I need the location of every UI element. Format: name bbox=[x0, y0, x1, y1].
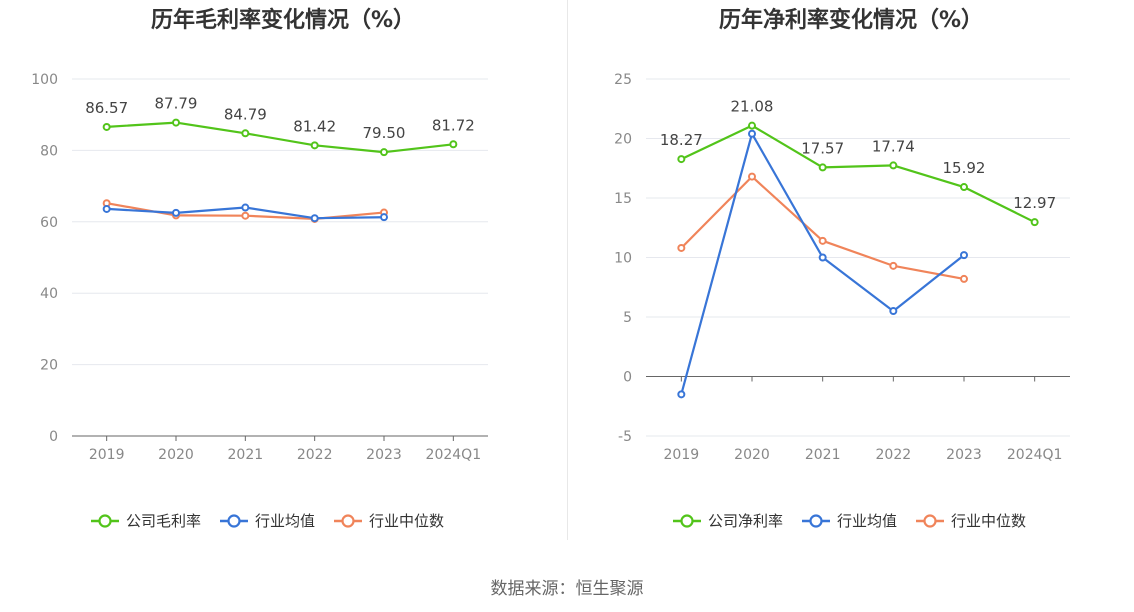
net-data-point bbox=[1030, 218, 1039, 227]
net-y-tick-label: 0 bbox=[623, 370, 632, 386]
net-y-tick-label: 10 bbox=[614, 251, 632, 267]
net-data-point bbox=[960, 274, 968, 283]
gross-data-label: 81.72 bbox=[432, 116, 475, 134]
net-legend-label: 行业中位数 bbox=[951, 512, 1027, 530]
net-data-label: 21.08 bbox=[731, 98, 774, 116]
legend-line-marker-icon bbox=[220, 513, 249, 528]
net-data-point bbox=[889, 261, 898, 270]
gross-data-label: 79.50 bbox=[363, 124, 406, 142]
net-data-point bbox=[889, 161, 898, 170]
gross-data-point bbox=[310, 141, 319, 150]
gross-x-tick-label: 2019 bbox=[89, 447, 125, 463]
gross-data-point bbox=[449, 140, 458, 149]
net-legend-label: 行业均值 bbox=[837, 512, 898, 530]
net-data-point bbox=[677, 390, 686, 399]
left-chart-title: 历年毛利率变化情况（%） bbox=[150, 8, 416, 33]
gross-data-label: 87.79 bbox=[155, 95, 198, 113]
net-data-point bbox=[889, 307, 898, 316]
data-source: 数据来源：恒生聚源 bbox=[490, 579, 644, 599]
gross-y-tick-label: 100 bbox=[31, 72, 58, 88]
gross-x-tick-label: 2022 bbox=[297, 447, 333, 463]
gross-y-tick-label: 40 bbox=[40, 286, 58, 302]
gross-data-point bbox=[380, 213, 388, 222]
right-legend: 公司净利率 行业均值 行业中位数 bbox=[672, 510, 1026, 531]
net-data-point bbox=[960, 183, 968, 192]
gross-margin-chart: 0 20 40 60 80 100 2019 2020 2021 2022 2023 2024Q1 86… bbox=[31, 72, 488, 463]
net-y-tick-label: 5 bbox=[623, 310, 632, 326]
net-legend-label: 公司净利率 bbox=[708, 512, 784, 530]
net-x-tick-label: 2022 bbox=[876, 447, 912, 463]
net-legend-item[interactable]: 行业中位数 bbox=[915, 510, 1026, 531]
gross-data-point bbox=[102, 204, 111, 213]
legend-line-marker-icon bbox=[334, 513, 363, 528]
net-data-label: 18.27 bbox=[660, 131, 703, 149]
gross-legend-label: 公司毛利率 bbox=[126, 512, 202, 530]
gross-data-point bbox=[172, 118, 180, 127]
net-margin-chart: -5 0 5 10 15 20 25 2019 2020 2021 2022 2023 2024Q1 18… bbox=[614, 72, 1070, 463]
net-series-line bbox=[680, 132, 965, 395]
net-legend-item[interactable]: 公司净利率 bbox=[672, 510, 783, 531]
net-data-label: 17.57 bbox=[801, 139, 844, 157]
gross-data-label: 81.42 bbox=[293, 117, 336, 135]
net-data-point bbox=[818, 236, 827, 245]
net-x-tick-label: 2024Q1 bbox=[1007, 447, 1063, 463]
gross-legend-item[interactable]: 公司毛利率 bbox=[90, 510, 201, 531]
net-y-tick-label: 25 bbox=[614, 72, 632, 88]
right-chart-title: 历年净利率变化情况（%） bbox=[718, 8, 984, 33]
net-data-point bbox=[748, 172, 756, 181]
left-legend: 公司毛利率 行业均值 行业中位数 bbox=[90, 510, 444, 531]
gross-data-point bbox=[241, 129, 250, 138]
gross-x-tick-label: 2020 bbox=[158, 447, 194, 463]
net-data-point bbox=[818, 253, 827, 262]
net-series-line bbox=[680, 124, 1036, 224]
net-data-point bbox=[677, 243, 686, 252]
gross-legend-item[interactable]: 行业均值 bbox=[219, 510, 315, 531]
net-data-point bbox=[748, 121, 756, 130]
net-x-tick-label: 2023 bbox=[946, 447, 982, 463]
gross-data-point bbox=[310, 214, 319, 223]
net-data-label: 15.92 bbox=[943, 159, 986, 177]
net-data-point bbox=[960, 251, 968, 260]
gross-data-point bbox=[241, 203, 250, 212]
gross-x-tick-label: 2024Q1 bbox=[426, 447, 482, 463]
net-x-tick-label: 2020 bbox=[734, 447, 770, 463]
gross-y-tick-label: 60 bbox=[40, 215, 58, 231]
gross-data-point bbox=[241, 211, 250, 220]
net-data-point bbox=[748, 129, 756, 138]
net-data-label: 17.74 bbox=[872, 137, 915, 155]
net-series-line bbox=[680, 175, 965, 280]
net-data-point bbox=[677, 155, 686, 164]
gross-x-tick-label: 2023 bbox=[366, 447, 402, 463]
gross-y-tick-label: 20 bbox=[40, 358, 58, 374]
gross-data-point bbox=[102, 122, 111, 131]
chart-divider bbox=[567, 0, 568, 540]
gross-series-line bbox=[106, 121, 454, 154]
gross-data-point bbox=[172, 208, 180, 217]
net-data-label: 12.97 bbox=[1013, 194, 1056, 212]
gross-data-point bbox=[380, 148, 388, 157]
legend-line-marker-icon bbox=[802, 513, 831, 528]
gross-x-tick-label: 2021 bbox=[228, 447, 264, 463]
net-y-tick-label: 15 bbox=[614, 191, 632, 207]
gross-legend-label: 行业均值 bbox=[255, 512, 316, 530]
gross-legend-item[interactable]: 行业中位数 bbox=[333, 510, 444, 531]
gross-data-label: 86.57 bbox=[85, 99, 128, 117]
gross-y-tick-label: 80 bbox=[40, 143, 58, 159]
legend-line-marker-icon bbox=[916, 513, 945, 528]
net-x-tick-label: 2019 bbox=[664, 447, 700, 463]
net-y-tick-label: -5 bbox=[618, 429, 632, 445]
gross-legend-label: 行业中位数 bbox=[369, 512, 445, 530]
net-y-tick-label: 20 bbox=[614, 132, 632, 148]
legend-line-marker-icon bbox=[91, 513, 119, 528]
net-data-point bbox=[818, 163, 827, 172]
net-legend-item[interactable]: 行业均值 bbox=[801, 510, 897, 531]
net-x-tick-label: 2021 bbox=[805, 447, 841, 463]
gross-y-tick-label: 0 bbox=[49, 429, 58, 445]
gross-data-label: 84.79 bbox=[224, 105, 267, 123]
legend-line-marker-icon bbox=[673, 513, 701, 528]
